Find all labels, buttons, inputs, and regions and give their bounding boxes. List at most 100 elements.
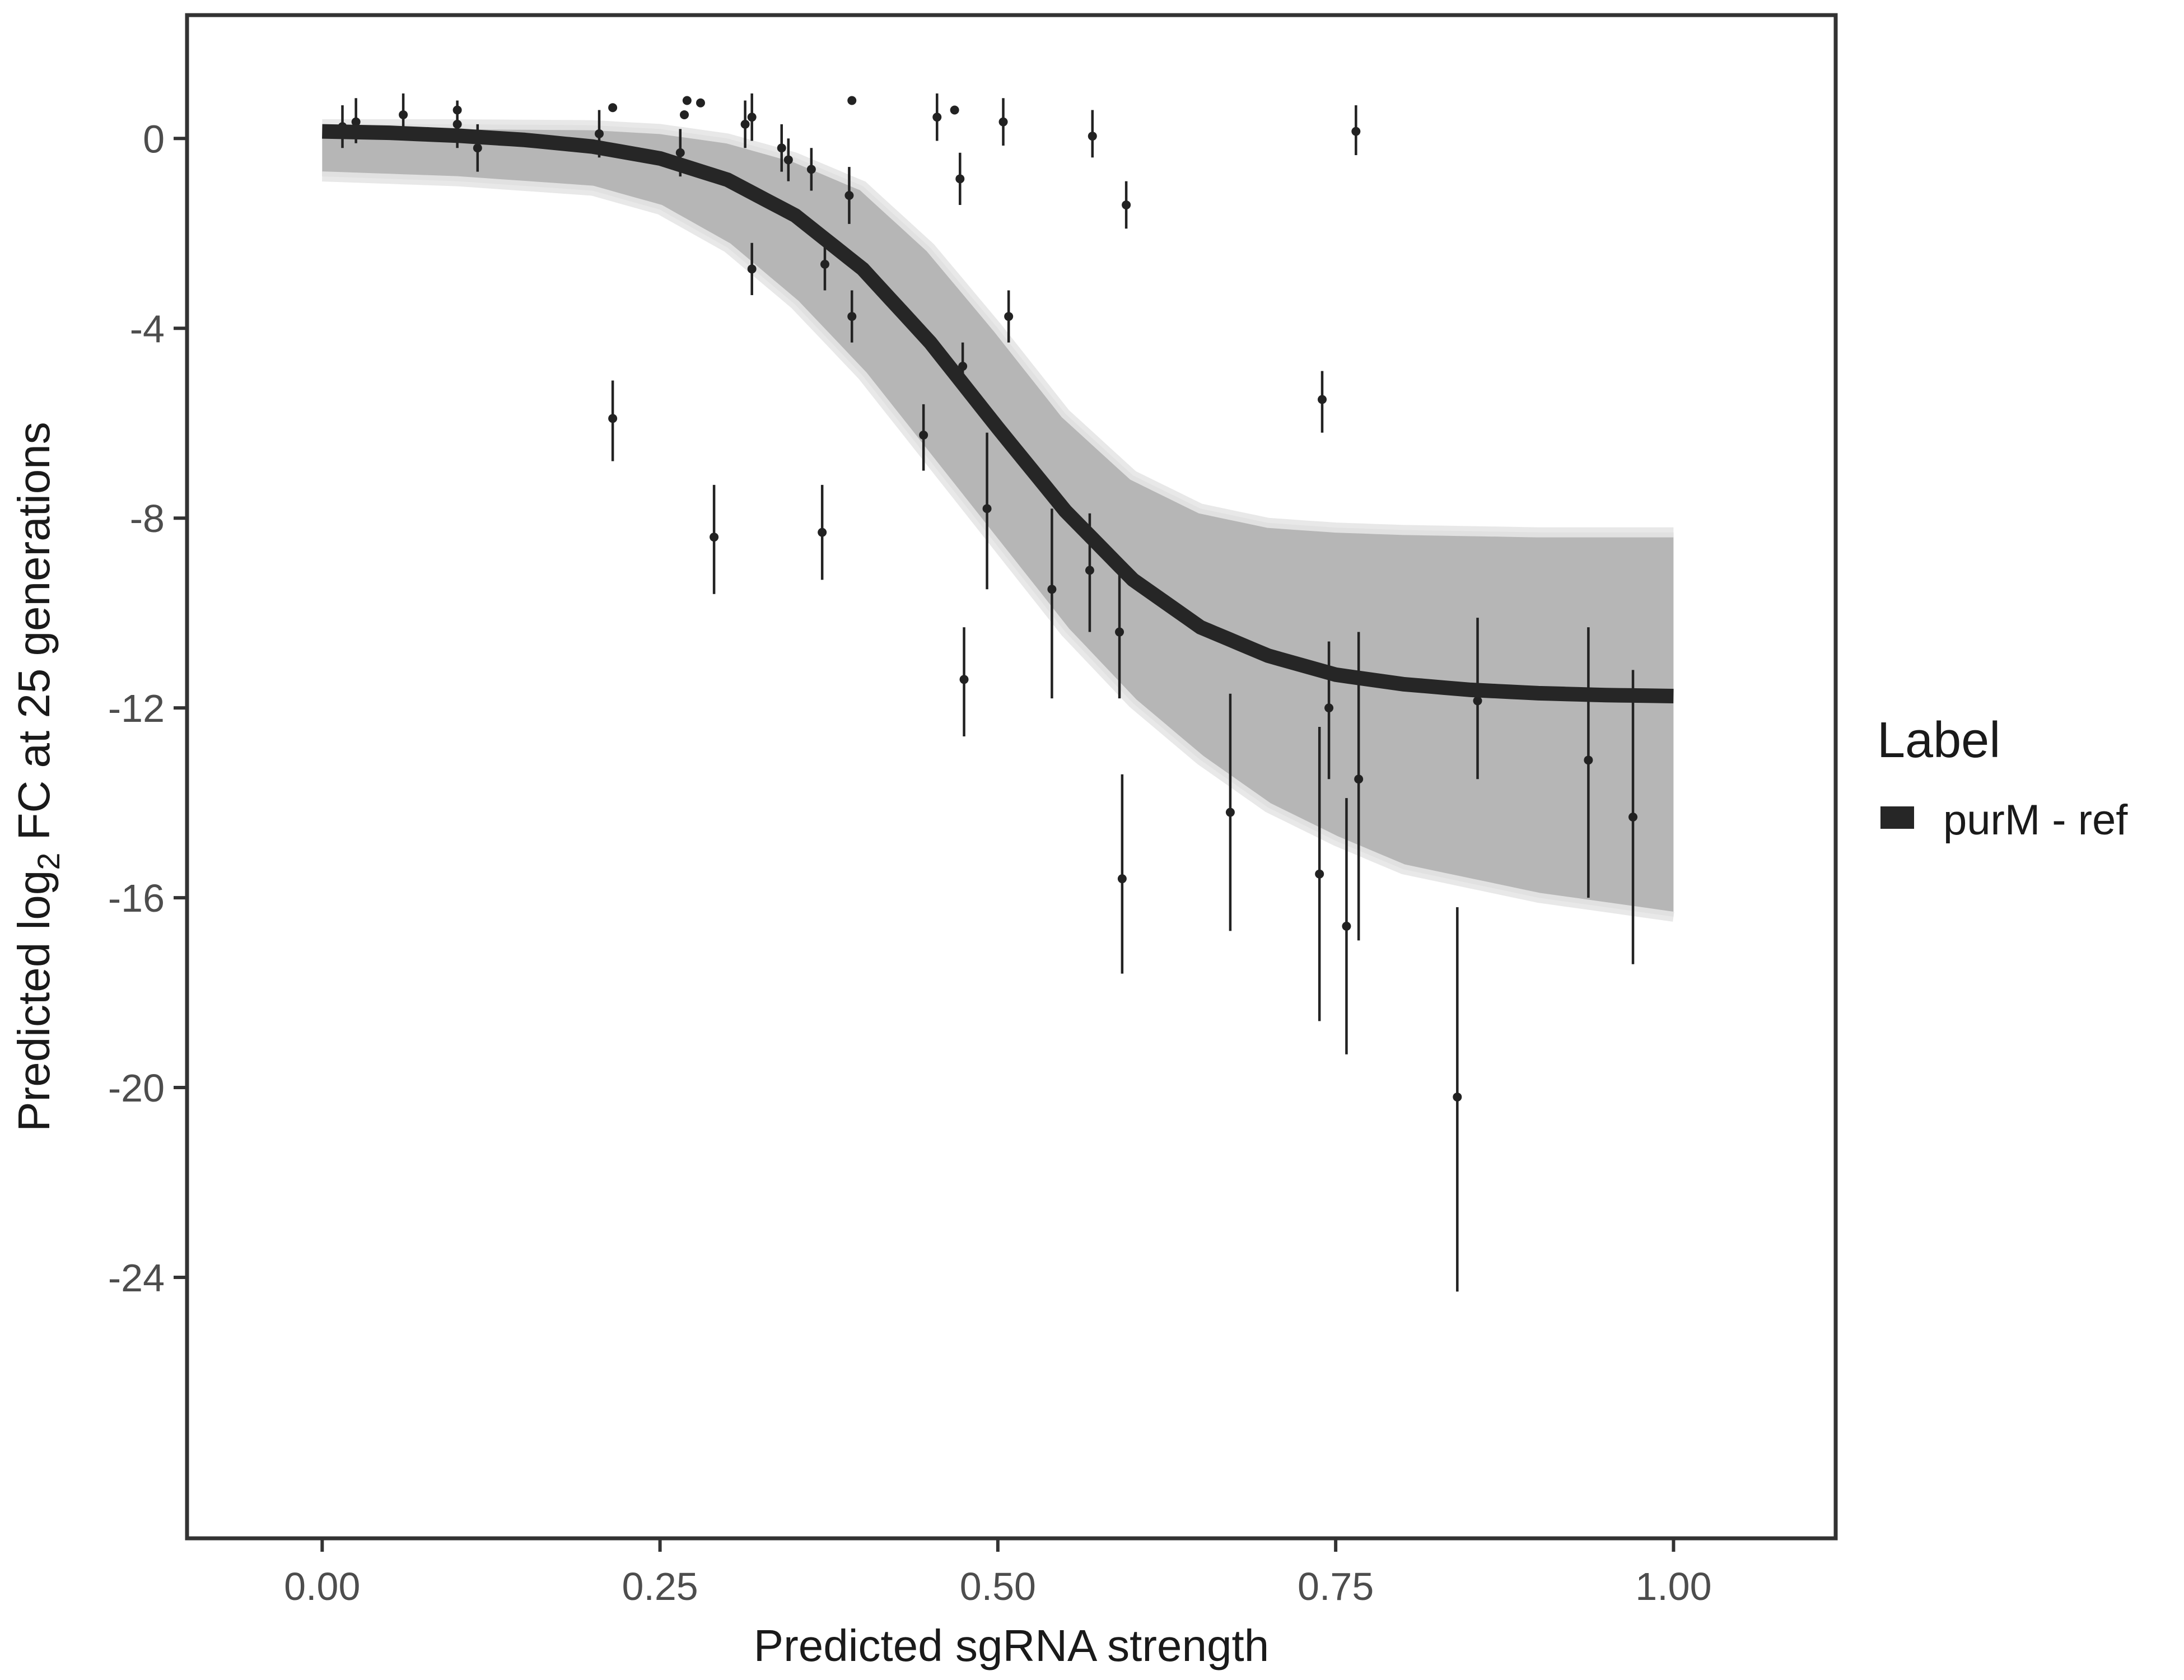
observation-49 [1584,627,1593,898]
observation-45 [1351,105,1361,155]
observation-point [955,174,965,184]
observation-44 [1342,798,1351,1054]
observation-point [1225,808,1235,817]
observation-point [399,110,408,119]
observation-point [998,117,1008,127]
observation-point [680,110,689,119]
observation-8 [608,380,618,461]
observation-point [682,96,692,105]
observation-14 [740,100,750,148]
x-axis: 0.00 0.25 0.50 0.75 1.00 [284,1540,1712,1608]
observation-19 [806,148,816,191]
observation-point [1453,1092,1462,1102]
observation-11 [682,96,692,105]
observation-20 [818,484,827,580]
observation-point [595,129,604,138]
fitted-curves [322,124,1674,703]
legend: Label purM - ref [1877,712,2128,844]
observation-point [950,105,959,115]
observation-42 [1318,371,1327,433]
observation-15 [747,93,757,141]
observation-point [675,148,685,157]
observation-27 [950,105,959,115]
x-tick-label-1: 0.25 [622,1565,698,1608]
observation-43 [1324,641,1334,780]
y-tick-label-6: -24 [108,1256,165,1300]
observation-24 [847,290,857,343]
observation-point [608,103,618,113]
x-tick-label-4: 1.00 [1635,1565,1711,1608]
observation-41 [1315,727,1324,1021]
observation-28 [955,152,965,205]
observation-18 [783,138,793,181]
observation-point [1085,566,1094,575]
series-line-0 [322,124,1674,703]
y-tick-label-0: 0 [143,117,165,161]
observation-point [1047,585,1057,594]
observation-30 [959,627,969,736]
observation-point [982,504,992,514]
x-axis-title: Predicted sgRNA strength [754,1621,1269,1670]
observation-50 [1628,670,1638,964]
observation-22 [844,167,854,224]
y-axis-title: Predicted log2 FC at 25 generations [9,422,66,1131]
observation-point [777,143,786,153]
observation-point [710,533,719,542]
observation-32 [998,98,1008,146]
observation-point [351,117,361,127]
observation-37 [1115,575,1124,699]
observation-34 [1047,508,1057,699]
observation-36 [1088,110,1097,158]
y-tick-label-3: -12 [108,687,165,730]
observation-point [783,155,793,165]
posterior-band [322,119,1674,922]
observation-25 [919,404,928,471]
observation-point [958,362,968,371]
observation-26 [932,93,942,141]
posterior-band-area [322,124,1674,917]
y-tick-label-4: -16 [108,876,165,920]
posterior-band-upper-edge [322,119,1674,538]
legend-key-purM-ref [1880,806,1914,829]
observation-point [1088,132,1097,141]
observation-33 [1004,290,1014,343]
observation-10 [680,110,689,119]
plot-panel-border [185,13,1838,1541]
observation-point [747,113,757,122]
y-axis-title-prefix: Predicted log [9,870,59,1132]
observation-17 [777,124,786,172]
observation-point [847,312,857,321]
observation-point [959,675,969,684]
observation-point [919,430,928,440]
observation-point [473,143,482,153]
observation-40 [1225,693,1235,931]
observation-point [844,190,854,200]
posterior-band-lower-edge [322,171,1674,922]
observation-31 [982,432,992,590]
observation-point [1628,813,1638,822]
legend-label-purM-ref: purM - ref [1943,796,2128,844]
observation-point [1117,874,1127,884]
observation-point [1122,200,1131,209]
y-tick-label-5: -20 [108,1066,165,1110]
y-tick-label-1: -4 [130,307,165,351]
observation-point [820,259,829,269]
x-tick-label-0: 0.00 [284,1565,360,1608]
observation-point [696,98,705,108]
observation-point [1115,627,1124,637]
observation-point [932,113,942,122]
observation-point [747,264,757,274]
observation-point [806,165,816,174]
y-axis: 0 -4 -8 -12 -16 -20 -24 [108,117,185,1300]
observation-point [1315,869,1324,879]
observation-point [818,528,827,537]
x-tick-label-3: 0.75 [1298,1565,1374,1608]
observation-point [1584,755,1593,765]
observation-point [1318,395,1327,404]
observation-point [1351,127,1361,136]
observation-47 [1453,907,1462,1292]
observation-7 [608,103,618,113]
observation-point [1473,696,1482,706]
